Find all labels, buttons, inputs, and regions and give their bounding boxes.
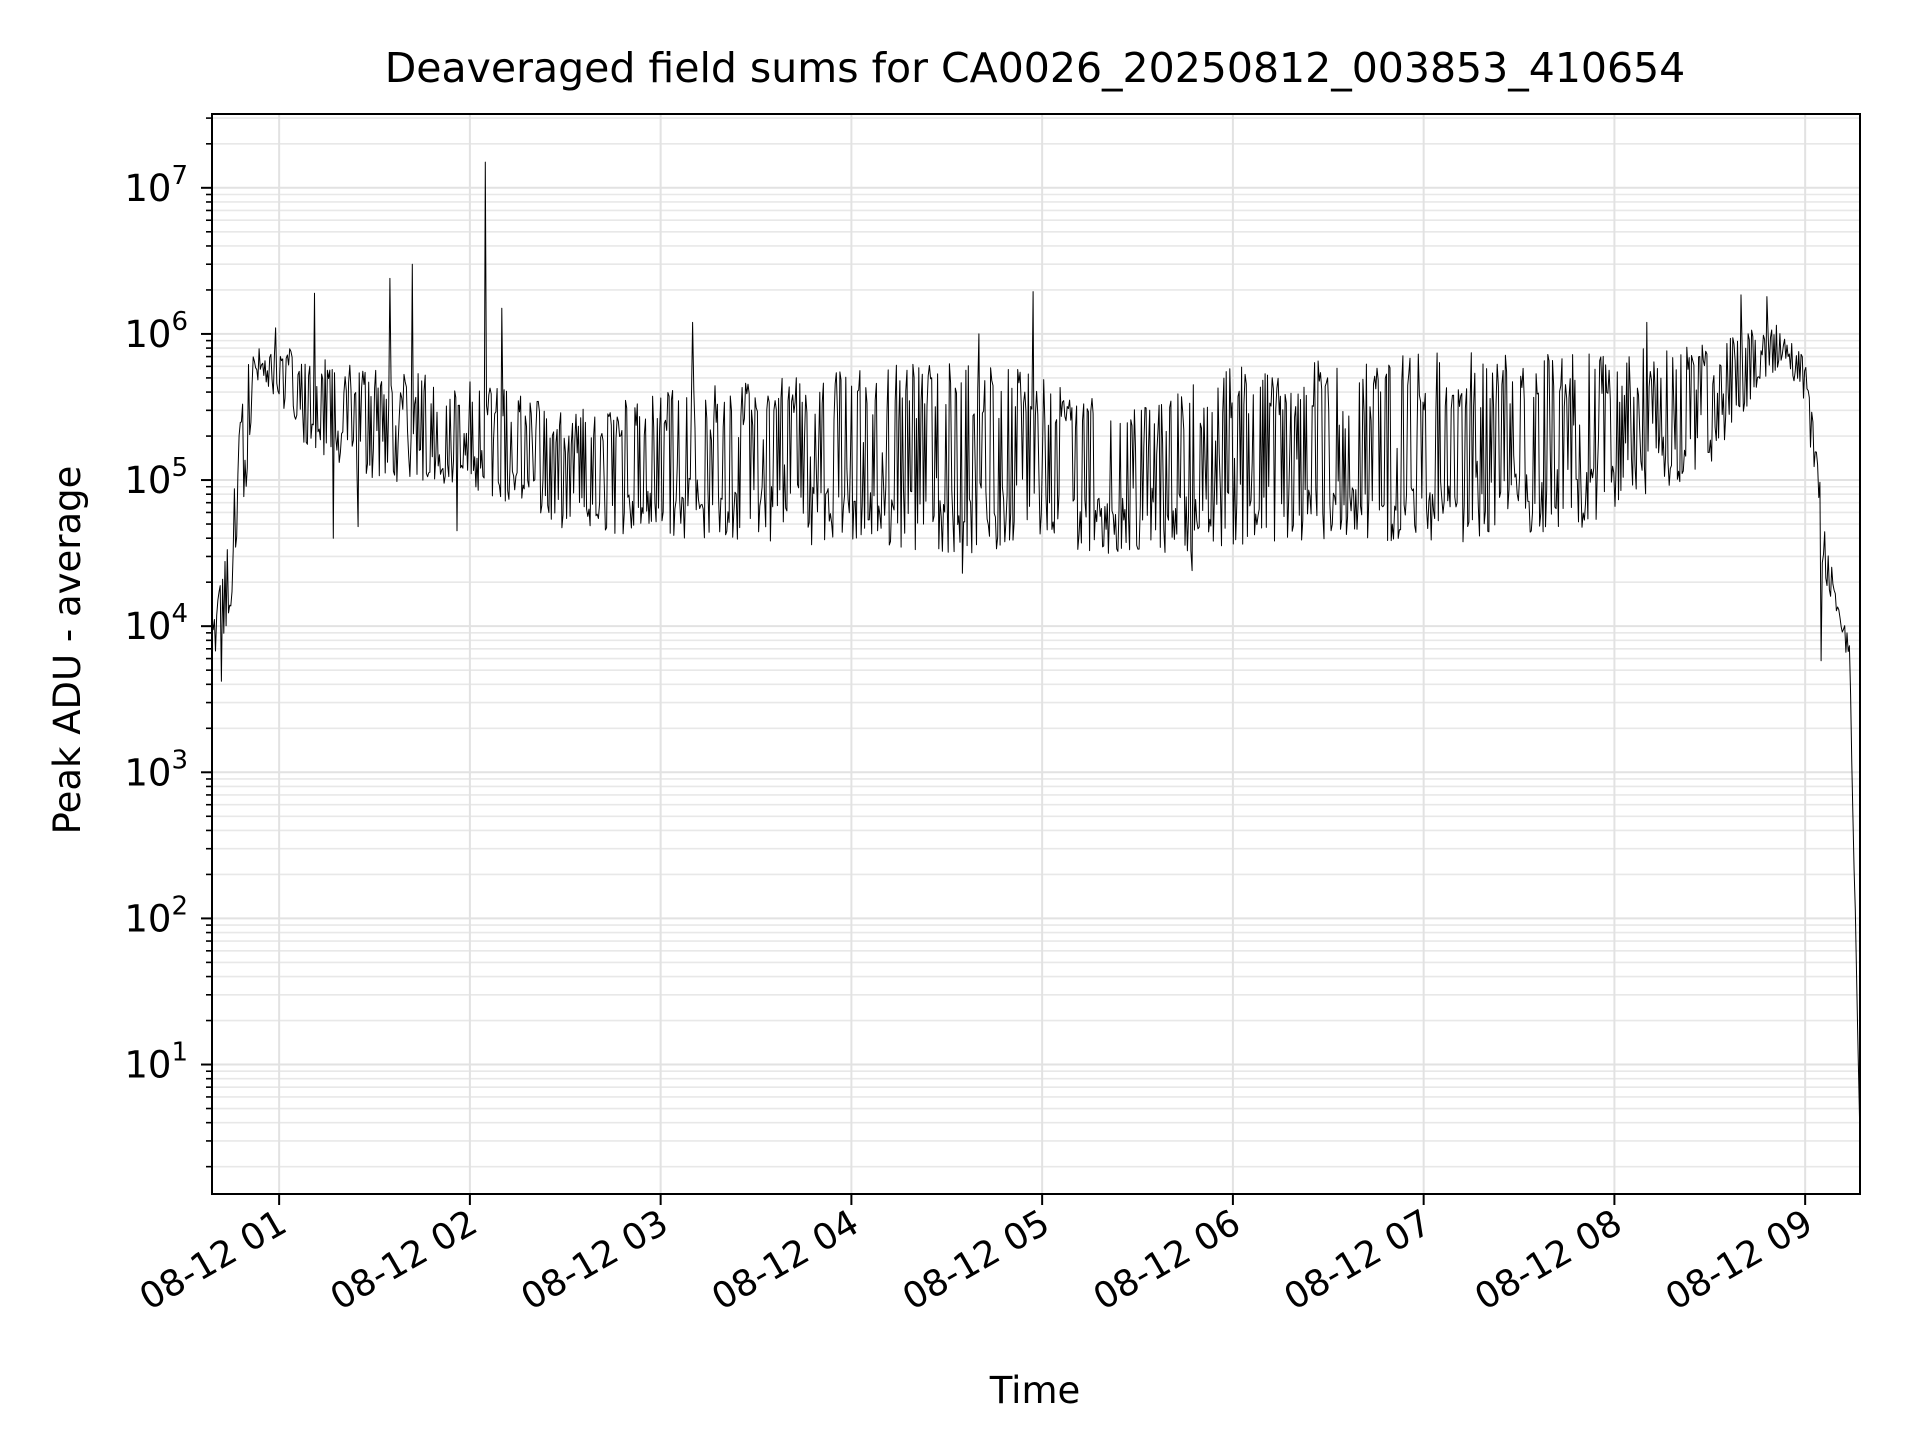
y-tick-label: 104: [124, 599, 188, 648]
y-tick-label-exponent: 6: [171, 307, 188, 337]
y-tick-label-exponent: 1: [171, 1038, 188, 1068]
y-tick-label: 106: [124, 307, 188, 356]
y-tick-label-exponent: 2: [171, 891, 188, 921]
y-tick-label-exponent: 4: [171, 599, 188, 629]
y-axis-label: Peak ADU - average: [46, 466, 89, 835]
y-tick-label-base: 10: [124, 459, 171, 502]
y-tick-label-base: 10: [124, 1044, 171, 1087]
y-tick-label: 102: [124, 891, 188, 940]
y-tick-label-exponent: 5: [171, 453, 188, 483]
y-tick-label-base: 10: [124, 897, 171, 940]
y-tick-label-base: 10: [124, 751, 171, 794]
y-tick-label-base: 10: [124, 167, 171, 210]
y-tick-label-base: 10: [124, 313, 171, 356]
y-tick-label-exponent: 7: [171, 161, 188, 191]
y-tick-label-exponent: 3: [171, 745, 188, 775]
plot-area-frame: [211, 113, 1861, 1195]
chart-title: Deaveraged field sums for CA0026_2025081…: [385, 44, 1686, 92]
x-axis-label: Time: [989, 1369, 1081, 1412]
y-tick-label: 103: [124, 745, 188, 794]
series-line: [211, 161, 1861, 1141]
y-tick-label: 105: [124, 453, 188, 502]
y-tick-label: 107: [124, 161, 188, 210]
y-tick-label: 101: [124, 1038, 188, 1087]
y-tick-label-base: 10: [124, 605, 171, 648]
major-gridlines: [212, 114, 1860, 1194]
